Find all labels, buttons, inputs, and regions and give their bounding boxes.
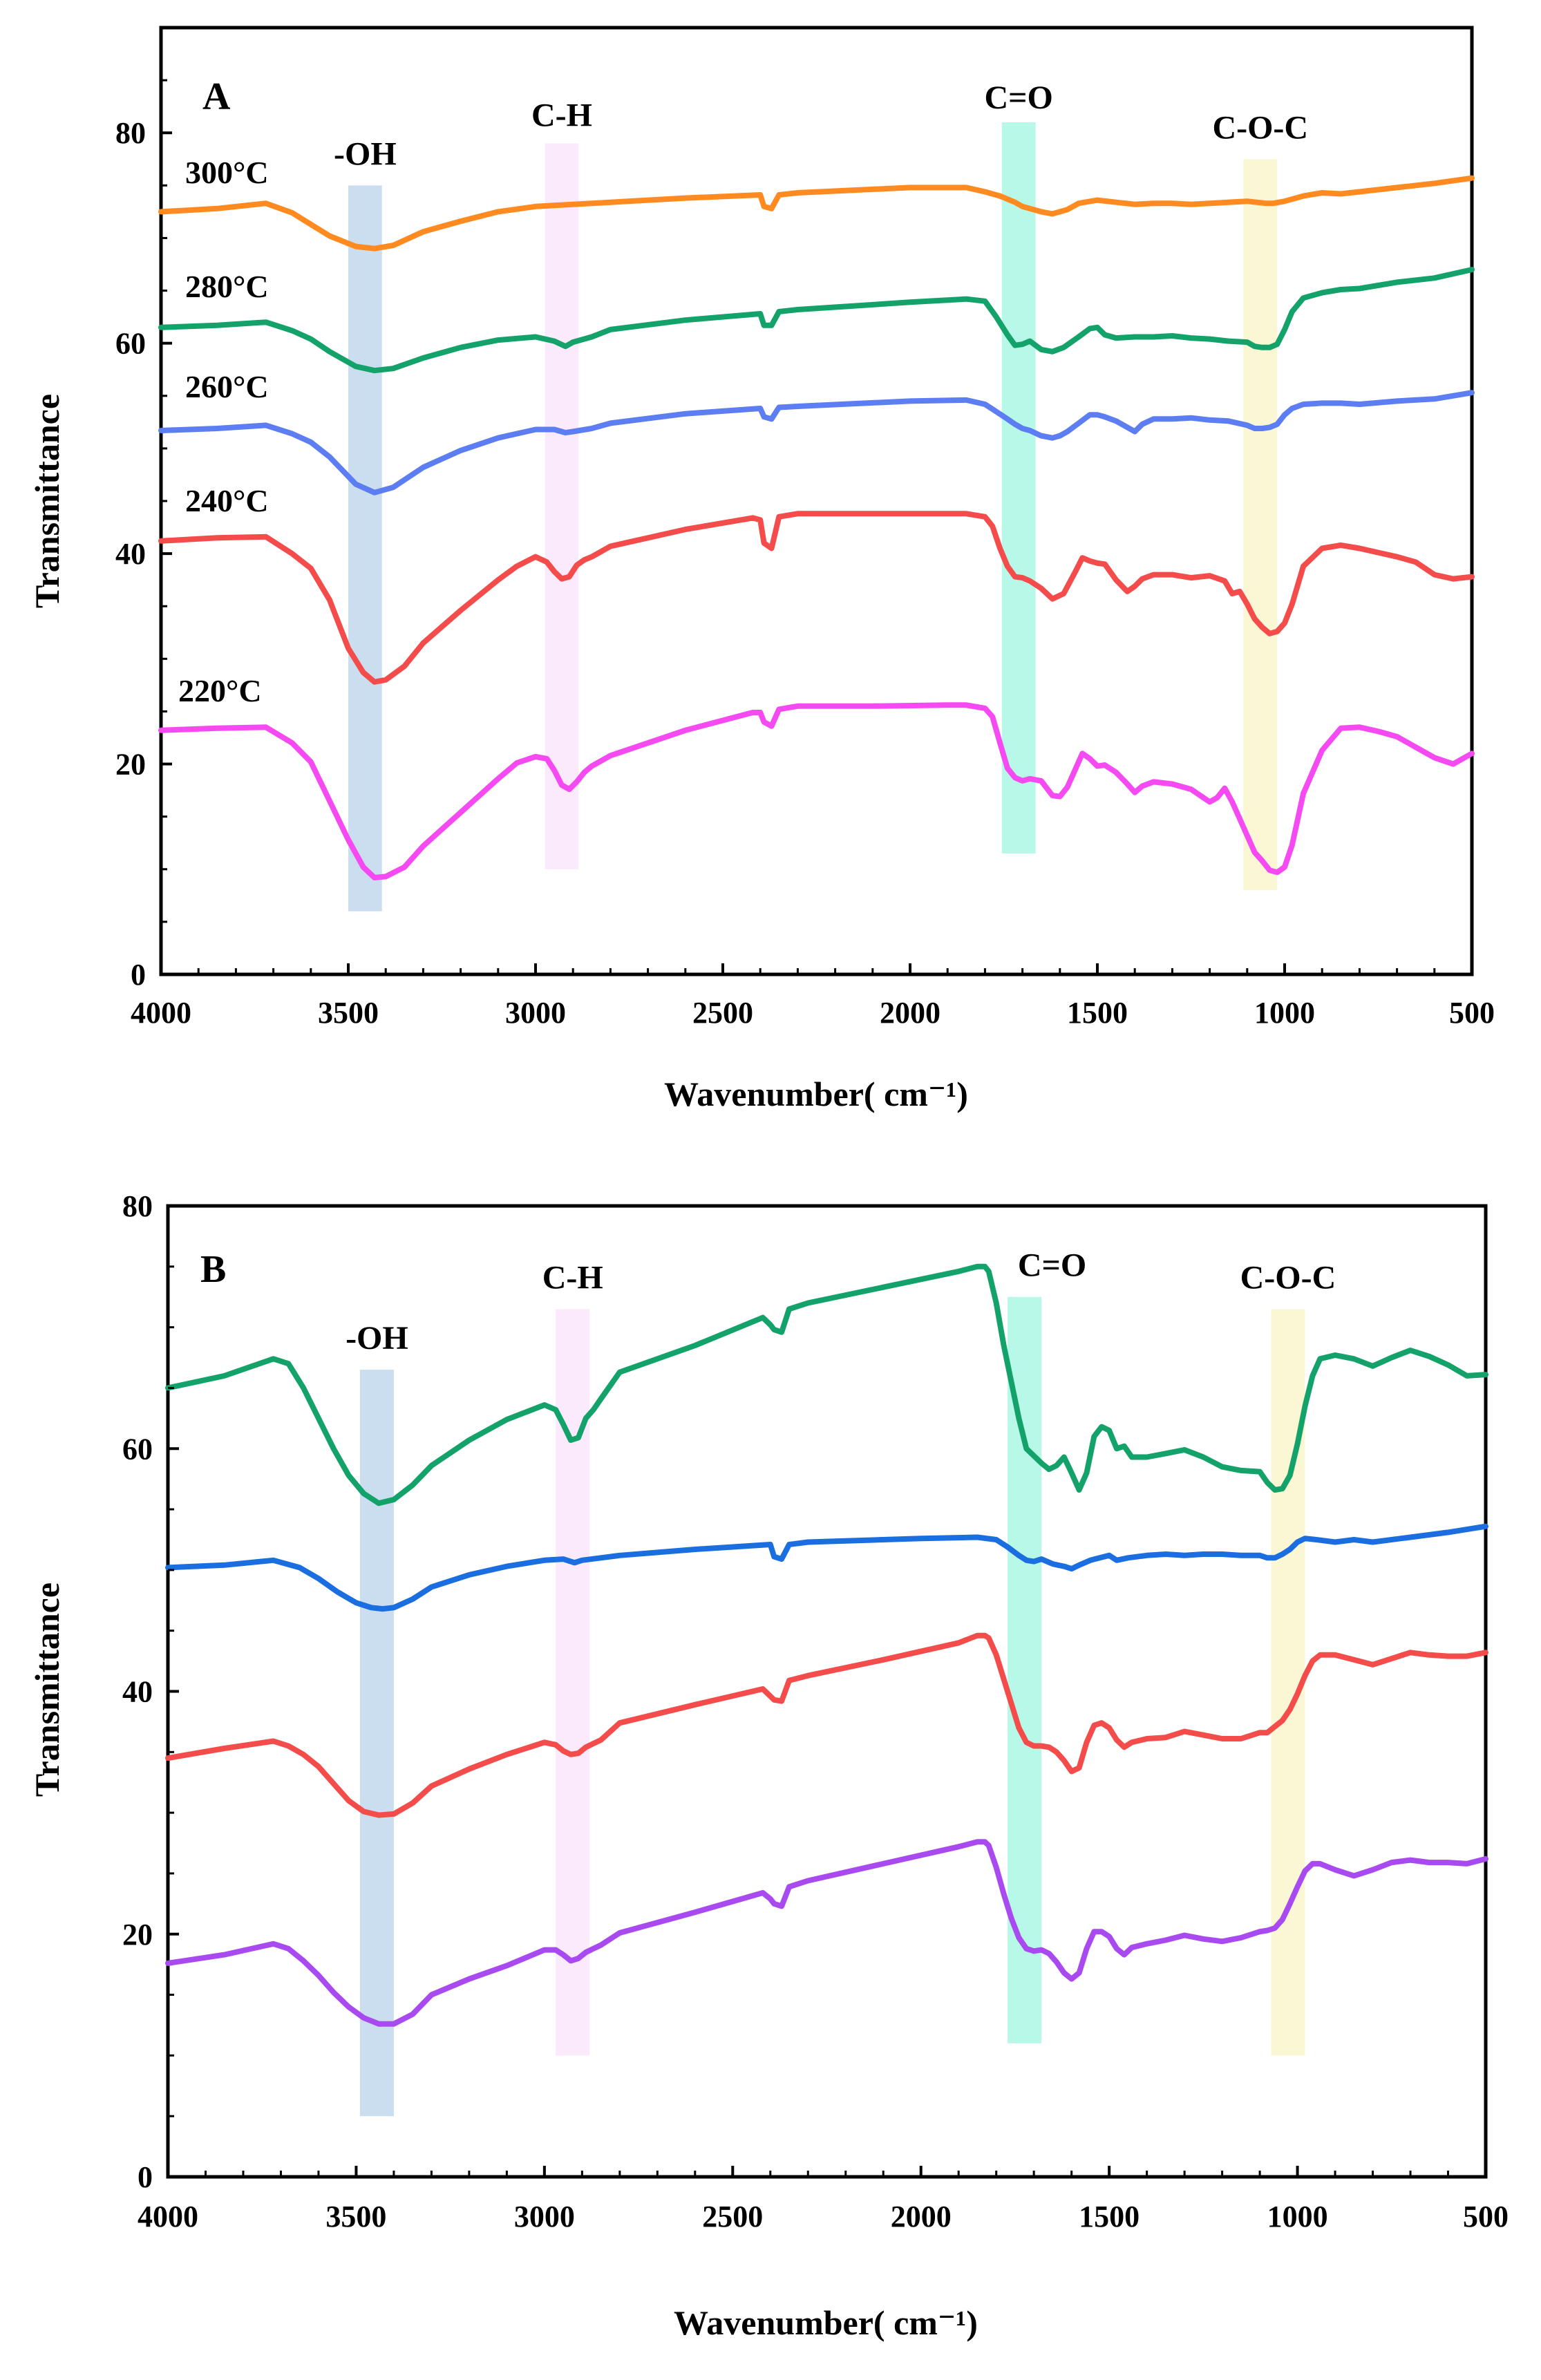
panel-a-x-tick-label: 500 [1449,996,1495,1030]
panel-a-series-label: 220°C [178,673,262,708]
panel-b-x-tick-label: 4000 [138,2200,198,2233]
panel-a-y-axis-title: Transmittance [28,394,66,608]
panel-b-band-c-h [556,1309,590,2056]
panel-b-x-tick-label: 2500 [702,2200,763,2233]
panel-b-x-axis-title: Wavenumber( cm⁻¹) [674,2303,978,2342]
panel-a-y-tick-label: 0 [131,958,146,992]
panel-a-y-tick-label: 60 [115,327,146,361]
panel-a-y-tick-label: 40 [115,537,146,571]
panel-b-x-tick-label: 1000 [1267,2200,1328,2233]
panel-b-series-line [165,1523,1488,1612]
panel-a-band-c-o-c [1243,159,1278,891]
panel-b-series-line [165,1263,1488,1507]
panel-a-label: A [202,75,231,118]
panel-a-band-c-o [1001,122,1036,853]
panel-a-y-tick-label: 20 [115,748,146,782]
panel-a-band-c-h [545,143,579,869]
panel-b-series [165,1263,1488,2027]
panel-a-x-tick-label: 1500 [1067,996,1128,1030]
panel-a-band-label: -OH [334,135,397,172]
panel-a-series-line [158,702,1475,880]
panel-a-x-tick-label: 3000 [505,996,566,1030]
panel-a-x-axis-title: Wavenumber( cm⁻¹) [664,1075,968,1113]
panel-a-bands: -OH C-H C=O C-O-C [334,79,1308,912]
panel-b-ticks: 4000 3500 3000 2500 2000 1500 1000 500 0 20 40 60 80 [122,1189,1509,2233]
panel-b-series-line [165,1839,1488,2027]
panel-b-y-tick-label: 60 [122,1432,153,1466]
panel-a-series-label: 280°C [185,269,269,304]
panel-a-series-label: 300°C [185,155,269,190]
panel-b-band-label: C=O [1018,1247,1086,1284]
panel-b-x-tick-label: 1500 [1079,2200,1140,2233]
panel-a-band-label: C-H [531,97,592,133]
panel-a-ticks: 4000 3500 3000 2500 2000 1500 1000 500 0 20 40 60 80 [115,79,1495,1030]
panel-a-series-line [158,511,1475,685]
panel-b-bands: -OH C-H C=O C-O-C [346,1247,1336,2117]
panel-a-series-line [158,175,1475,252]
panel-a-series: 300°C 280°C 260°C 240°C 220°C [158,155,1475,880]
panel-b-band-c-o [1008,1296,1042,2043]
panel-b-x-tick-label: 500 [1463,2200,1509,2233]
panel-a-band-label: C-O-C [1212,109,1308,146]
panel-b: -OH C-H C=O C-O-C 4000 3500 3000 2500 2000 1500 1… [28,1189,1509,2342]
panel-b-band-oh [359,1370,394,2117]
panel-a-series-line [158,390,1475,495]
panel-a-series-label: 240°C [185,483,269,518]
panel-a-band-label: C=O [985,79,1053,116]
panel-b-band-label: -OH [346,1320,408,1357]
panel-a-y-tick-label: 80 [115,116,146,150]
panel-a-x-tick-label: 4000 [131,996,191,1030]
panel-b-y-axis-title: Transmittance [28,1583,66,1797]
panel-a: -OH C-H C=O C-O-C 300°C 280°C 260°C 240°C 220°C… [28,26,1495,1113]
panel-b-y-tick-label: 20 [122,1918,153,1952]
panel-a-x-tick-label: 2000 [880,996,940,1030]
panel-b-x-tick-label: 3500 [325,2200,386,2233]
panel-b-x-tick-label: 3000 [514,2200,575,2233]
panel-b-band-label: C-O-C [1240,1259,1336,1296]
panel-b-series-line [165,1632,1488,1818]
panel-a-series-label: 260°C [185,369,269,404]
panel-b-y-tick-label: 80 [122,1189,153,1223]
panel-a-band-oh [348,185,382,912]
panel-a-x-tick-label: 1000 [1254,996,1315,1030]
panel-a-series-line [158,267,1475,374]
panel-b-band-label: C-H [542,1259,603,1296]
panel-a-x-tick-label: 3500 [318,996,379,1030]
panel-b-x-tick-label: 2000 [891,2200,952,2233]
panel-a-x-tick-label: 2500 [692,996,753,1030]
panel-b-y-tick-label: 0 [138,2160,153,2194]
panel-b-y-tick-label: 40 [122,1675,153,1709]
panel-b-label: B [200,1248,226,1291]
